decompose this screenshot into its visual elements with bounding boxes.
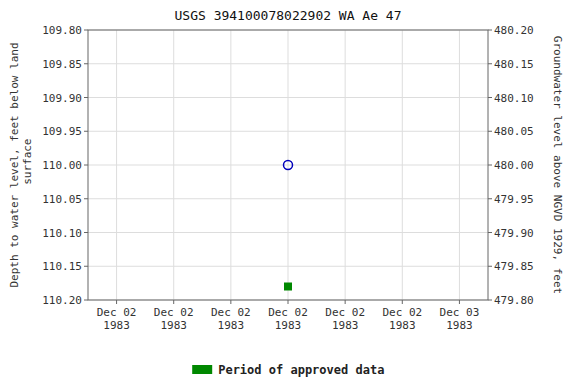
legend: Period of approved data [192,363,384,377]
tick-label: 480.10 [494,92,534,105]
tick-label: 110.15 [42,260,82,273]
tick [459,300,460,304]
text-line: 1983 [103,319,130,332]
tick [84,131,88,132]
grid-line [402,30,403,300]
tick-label: 479.85 [494,260,534,273]
tick [488,300,492,301]
grid-line [173,30,174,300]
tick [84,232,88,233]
grid-line [230,30,231,300]
tick [84,63,88,64]
text-line: 1983 [275,319,302,332]
text-line: 1983 [389,319,416,332]
tick-label: 480.00 [494,159,534,172]
y-axis-label: Depth to water level, feet below land su… [8,42,34,287]
grid-line [116,30,117,300]
tick-label: 109.90 [42,92,82,105]
tick-label: Dec 021983 [382,306,422,332]
tick-label: Dec 021983 [325,306,365,332]
text-line: 1983 [218,319,245,332]
grid [88,30,488,300]
x-axis: Dec 021983Dec 021983Dec 021983Dec 021983… [97,300,480,332]
tick [345,300,346,304]
chart: 109.80 109.85 109.90 109.95 110.00 110.05 110.… [0,0,576,384]
y-axis: 109.80 109.85 109.90 109.95 110.00 110.05 110.… [42,24,88,307]
legend-label: Period of approved data [218,363,384,377]
tick-label: 480.15 [494,58,534,71]
tick [488,97,492,98]
point [284,161,293,170]
tick-label: 479.90 [494,227,534,240]
tick [116,300,117,304]
tick-label: 480.05 [494,125,534,138]
tick-label: Dec 031983 [440,306,480,332]
tick [488,232,492,233]
tick-label: 110.00 [42,159,82,172]
text-line: Dec 03 [440,306,480,319]
point [285,283,292,290]
tick [488,165,492,166]
tick [288,300,289,304]
grid-line [459,30,460,300]
tick-label: Dec 021983 [268,306,308,332]
tick-label: 110.10 [42,227,82,240]
tick-label: 109.95 [42,125,82,138]
background [0,0,576,384]
tick [84,300,88,301]
tick-label: 110.20 [42,294,82,307]
tick [488,131,492,132]
y2-axis-label: Groundwater level above NGVD 1929, feet [551,36,564,294]
text-line: 1983 [160,319,187,332]
tick-label: Dec 021983 [97,306,137,332]
tick-label: 109.80 [42,24,82,37]
tick-label: Dec 021983 [154,306,194,332]
tick [488,63,492,64]
tick [84,97,88,98]
text-line: Dec 02 [382,306,422,319]
tick [84,165,88,166]
text-line: Dec 02 [211,306,251,319]
grid-line [345,30,346,300]
tick [488,198,492,199]
text-line: 1983 [332,319,359,332]
tick [84,266,88,267]
text-line: Dec 02 [154,306,194,319]
legend-swatch [192,365,212,374]
tick [84,30,88,31]
tick [488,266,492,267]
tick-label: 110.05 [42,193,82,206]
y2-axis: 480.20 480.15 480.10 480.05 480.00 479.95 479.… [488,24,534,307]
text-line: Dec 02 [268,306,308,319]
plot-frame [88,30,488,300]
tick-label: 479.80 [494,294,534,307]
tick [84,198,88,199]
tick [488,30,492,31]
tick [402,300,403,304]
tick-label: 479.95 [494,193,534,206]
tick-label: 480.20 [494,24,534,37]
grid-line [288,30,289,300]
tick [173,300,174,304]
text-line: Dec 02 [97,306,137,319]
text-line: 1983 [446,319,473,332]
tick-label: 109.85 [42,58,82,71]
tick [230,300,231,304]
text-line: surface [21,139,34,192]
text-line: Dec 02 [325,306,365,319]
tick-label: Dec 021983 [211,306,251,332]
title: USGS 394100078022902 WA Ae 47 [175,8,402,23]
marks [284,161,293,291]
text-line: Depth to water level, feet below land [8,42,21,287]
